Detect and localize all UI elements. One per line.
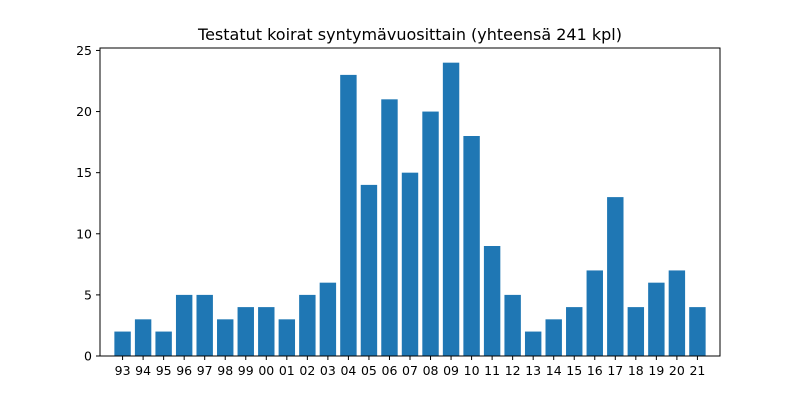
bar-02 <box>299 294 316 356</box>
x-tick-label-05: 05 <box>361 363 377 378</box>
bar-00 <box>258 307 275 356</box>
bar-11 <box>483 246 501 356</box>
x-tick-label-01: 01 <box>279 363 295 378</box>
x-tick-label-02: 02 <box>299 363 315 378</box>
bar-97 <box>196 294 213 356</box>
bar-09 <box>442 62 460 357</box>
bar-16 <box>586 270 603 356</box>
x-tick-label-12: 12 <box>505 363 521 378</box>
x-tick-label-18: 18 <box>628 363 644 378</box>
x-tick-label-97: 97 <box>197 363 213 378</box>
bar-94 <box>134 319 152 356</box>
bar-20 <box>668 270 686 356</box>
x-tick-label-08: 08 <box>423 363 439 378</box>
chart-title: Testatut koirat syntymävuosittain (yhtee… <box>197 25 622 44</box>
x-tick-label-03: 03 <box>320 363 336 378</box>
y-tick-label-0: 0 <box>84 349 92 364</box>
bar-03 <box>319 282 337 356</box>
y-tick-label-10: 10 <box>76 226 92 241</box>
x-tick-label-99: 99 <box>238 363 254 378</box>
bar-95 <box>155 331 172 356</box>
x-tick-label-00: 00 <box>258 363 274 378</box>
bars-layer <box>114 62 706 357</box>
x-tick-label-04: 04 <box>340 363 356 378</box>
x-tick-label-17: 17 <box>607 363 623 378</box>
bar-13 <box>524 331 542 356</box>
x-tick-label-19: 19 <box>648 363 664 378</box>
bar-12 <box>504 294 521 356</box>
bar-15 <box>566 307 583 356</box>
bar-04 <box>340 74 357 356</box>
x-tick-label-20: 20 <box>669 363 685 378</box>
x-tick-label-11: 11 <box>484 363 500 378</box>
x-tick-label-10: 10 <box>464 363 480 378</box>
bar-18 <box>627 307 645 356</box>
x-tick-label-94: 94 <box>135 363 151 378</box>
bar-96 <box>175 294 193 356</box>
bar-14 <box>545 319 562 356</box>
bar-08 <box>422 111 439 356</box>
bar-01 <box>278 319 296 356</box>
bar-93 <box>114 331 131 356</box>
y-tick-label-15: 15 <box>76 165 92 180</box>
bar-19 <box>648 282 665 356</box>
x-tick-label-16: 16 <box>587 363 603 378</box>
x-tick-label-06: 06 <box>382 363 398 378</box>
x-tick-label-96: 96 <box>176 363 192 378</box>
x-tick-label-95: 95 <box>156 363 172 378</box>
bar-98 <box>217 319 234 356</box>
x-tick-label-07: 07 <box>402 363 418 378</box>
y-tick-label-5: 5 <box>84 287 92 302</box>
y-tick-label-20: 20 <box>76 104 92 119</box>
bar-07 <box>401 172 419 356</box>
x-tick-label-98: 98 <box>217 363 233 378</box>
bar-21 <box>689 307 706 356</box>
x-tick-label-14: 14 <box>546 363 562 378</box>
bar-99 <box>237 307 254 356</box>
x-tick-label-09: 09 <box>443 363 459 378</box>
y-tick-label-25: 25 <box>76 43 92 58</box>
bar-10 <box>463 136 480 356</box>
bar-17 <box>607 197 624 356</box>
x-tick-label-15: 15 <box>566 363 582 378</box>
bar-05 <box>360 184 378 356</box>
x-tick-label-21: 21 <box>689 363 705 378</box>
x-tick-label-13: 13 <box>525 363 541 378</box>
x-tick-label-93: 93 <box>115 363 131 378</box>
bar-06 <box>381 99 398 356</box>
